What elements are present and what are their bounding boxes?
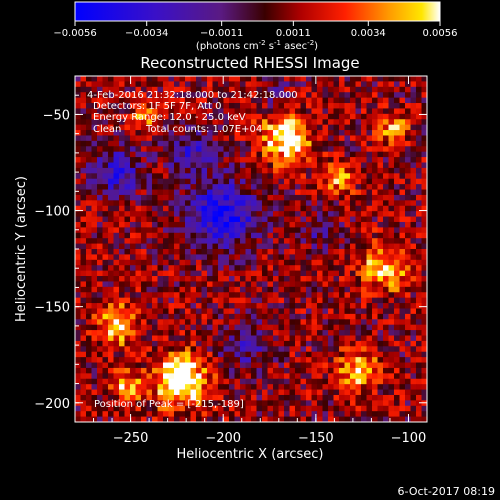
- x-tick-label: −200: [205, 431, 241, 446]
- x-axis-label: Heliocentric X (arcsec): [177, 447, 324, 462]
- colorbar: −0.0056 −0.0034 −0.0011 0.0011 0.0034 0.0056 …: [53, 1, 458, 52]
- colorbar-tick-label: 0.0011: [276, 28, 311, 39]
- annotation-total-counts: Total counts: 1.07E+04: [145, 124, 262, 135]
- chart-title: Reconstructed RHESSI Image: [140, 54, 359, 72]
- colorbar-units-label: (photons cm-2 s-1 asec-2): [196, 39, 318, 52]
- annotation-energy-range: Energy Range: 12.0 - 25.0 keV: [93, 112, 246, 123]
- x-tick-label: −250: [113, 431, 149, 446]
- colorbar-tick-label: 0.0056: [423, 28, 458, 39]
- y-axis-label: Heliocentric Y (arcsec): [14, 176, 29, 322]
- x-tick-label: −150: [298, 431, 334, 446]
- annotation-clean: Clean: [93, 124, 121, 135]
- colorbar-gradient: [74, 1, 441, 22]
- annotation-detectors: Detectors: 1F 5F 7F, Att 0: [93, 101, 221, 112]
- heatmap-image: [75, 76, 427, 422]
- colorbar-ticks: −0.0056 −0.0034 −0.0011 0.0011 0.0034 0.0056: [53, 21, 458, 39]
- x-axis-ticks: −250 −200 −150 −100: [93, 76, 428, 446]
- colorbar-tick-label: −0.0034: [125, 28, 168, 39]
- colorbar-tick-label: 0.0034: [351, 28, 386, 39]
- annotation-block: 4-Feb-2016 21:32:18.000 to 21:42:18.000 …: [87, 90, 298, 410]
- y-tick-label: −200: [34, 397, 70, 412]
- y-tick-label: −50: [43, 108, 70, 123]
- footer-date: 6-Oct-2017 08:19: [398, 485, 495, 498]
- colorbar-tick-label: −0.0011: [200, 28, 243, 39]
- y-tick-label: −150: [34, 301, 70, 316]
- colorbar-tick-label: −0.0056: [53, 28, 96, 39]
- x-tick-label: −100: [391, 431, 427, 446]
- y-axis-ticks: −50 −100 −150 −200: [34, 75, 427, 423]
- annotation-peak-position: Position of Peak = [-215,-189]: [94, 399, 244, 410]
- annotation-time-range: 4-Feb-2016 21:32:18.000 to 21:42:18.000: [87, 90, 298, 101]
- y-tick-label: −100: [34, 205, 70, 220]
